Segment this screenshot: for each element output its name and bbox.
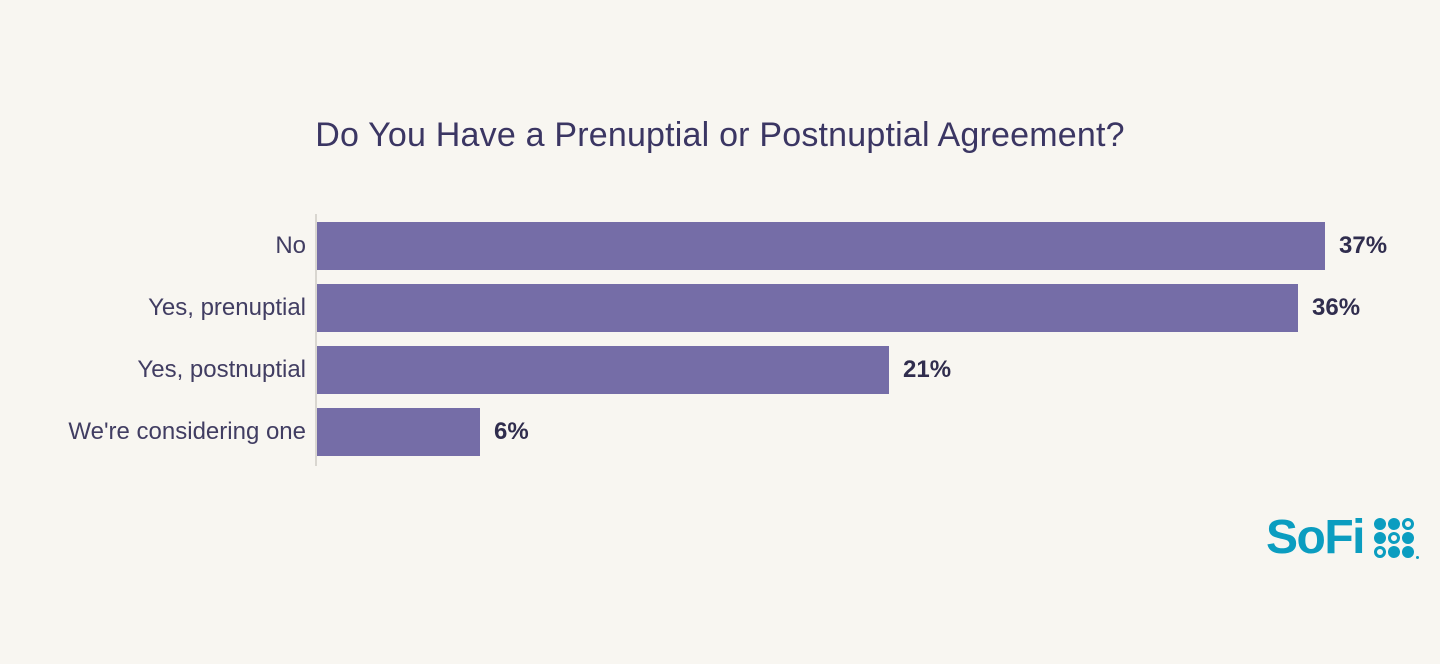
value-label: 6% (494, 418, 529, 445)
logo-dot-filled (1388, 518, 1400, 530)
bar-row: Yes, prenuptial 36% (0, 284, 1440, 332)
bar-row: We're considering one 6% (0, 408, 1440, 456)
logo-dot-outline (1388, 532, 1400, 544)
value-label: 37% (1339, 232, 1388, 259)
y-axis-line (315, 214, 317, 466)
trademark-dot (1416, 556, 1419, 559)
bar-row: Yes, postnuptial 21% (0, 346, 1440, 394)
logo-dot-filled (1388, 546, 1400, 558)
bar (317, 284, 1298, 332)
sofi-logo: SoFi (1266, 511, 1419, 564)
category-label: Yes, postnuptial (137, 356, 306, 383)
value-label: 36% (1312, 294, 1361, 321)
value-label: 21% (903, 356, 952, 383)
logo-dot-outline (1402, 518, 1414, 530)
logo-dot-filled (1402, 532, 1414, 544)
bar-chart: No 37% Yes, prenuptial 36% Yes, postnupt… (0, 214, 1440, 474)
bar-rows: No 37% Yes, prenuptial 36% Yes, postnupt… (0, 222, 1440, 470)
bar (317, 222, 1325, 270)
sofi-dots-icon (1374, 518, 1419, 559)
category-label: Yes, prenuptial (148, 294, 306, 321)
sofi-wordmark: SoFi (1266, 511, 1366, 564)
bar-row: No 37% (0, 222, 1440, 270)
logo-dot-filled (1374, 532, 1386, 544)
bar (317, 346, 889, 394)
logo-dot-filled (1402, 546, 1414, 558)
logo-dot-filled (1374, 518, 1386, 530)
bar (317, 408, 480, 456)
category-label: No (275, 232, 306, 259)
logo-dot-outline (1374, 546, 1386, 558)
chart-title: Do You Have a Prenuptial or Postnuptial … (315, 116, 1125, 154)
category-label: We're considering one (68, 418, 306, 445)
